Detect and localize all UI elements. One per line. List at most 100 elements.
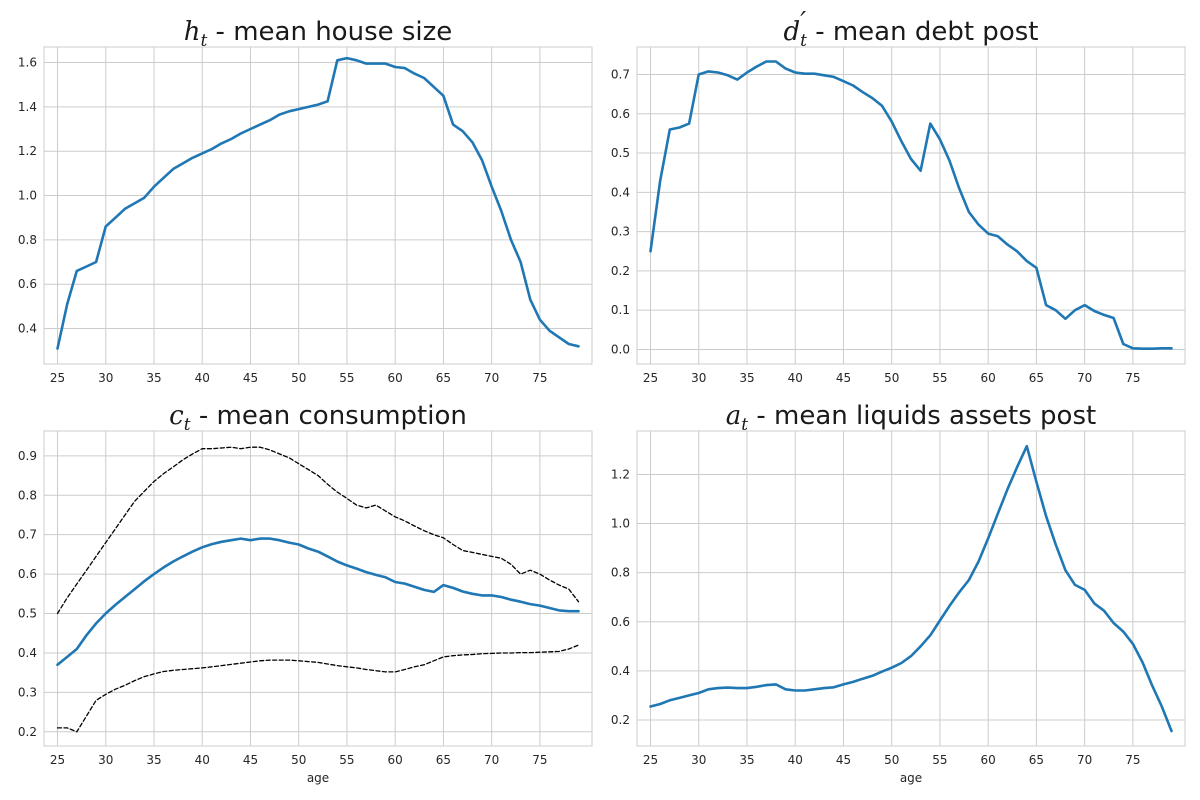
x-tick-label: 45	[836, 753, 851, 767]
y-tick-label: 0.8	[611, 566, 630, 580]
y-tick-label: 1.0	[611, 517, 630, 531]
title-text: - mean house size	[207, 17, 452, 47]
title-liquid-assets: at - mean liquids assets post	[726, 401, 1096, 435]
x-tick-label: 25	[50, 753, 65, 767]
x-tick-label: 75	[532, 753, 547, 767]
series-line-dashed	[56, 644, 580, 733]
y-tick-label: 1.6	[18, 56, 37, 70]
y-tick-label: 0.7	[18, 528, 37, 542]
panel-debt-post: d′ t - mean debt post 25 30 35 40 45 50 55 60 65 7…	[611, 7, 1186, 385]
x-tick-label: 40	[788, 371, 803, 385]
title-consumption: ct - mean consumption	[169, 401, 467, 435]
y-tick-label: 0.2	[611, 264, 630, 278]
x-tick-label: 25	[643, 371, 658, 385]
y-tick-label: 0.2	[611, 713, 630, 727]
y-tick-label: 0.5	[18, 607, 37, 621]
title-text: - mean liquids assets post	[748, 401, 1096, 431]
grid	[636, 430, 1186, 747]
x-tick-label: 60	[981, 371, 996, 385]
x-tick-label: 55	[932, 753, 947, 767]
y-tick-label: 0.4	[18, 646, 37, 660]
y-tick-label: 0.5	[611, 146, 630, 160]
y-tick-label: 0.2	[18, 725, 37, 739]
x-tick-label: 75	[532, 371, 547, 385]
plot-frame	[636, 46, 1186, 365]
series-line	[56, 537, 580, 667]
title-text: - mean consumption	[191, 401, 467, 431]
x-tick-label: 35	[739, 371, 754, 385]
y-tick-label: 1.2	[611, 467, 630, 481]
x-tick-label: 30	[98, 753, 113, 767]
x-tick-label: 50	[291, 753, 306, 767]
x-tick-label: 35	[146, 371, 161, 385]
title-symbol: h	[184, 17, 201, 47]
y-tick-label: 0.6	[611, 615, 630, 629]
x-tick-label: 45	[836, 371, 851, 385]
y-tick-label: 0.6	[18, 567, 37, 581]
x-tick-label: 35	[739, 753, 754, 767]
y-tick-label: 0.0	[611, 342, 630, 356]
x-tick-label: 65	[436, 753, 451, 767]
series-line-dashed	[56, 446, 580, 615]
x-tick-label: 70	[1077, 753, 1092, 767]
x-tick-label: 55	[339, 753, 354, 767]
title-house-size: ht - mean house size	[184, 17, 453, 51]
panel-liquid-assets: at - mean liquids assets post age 25 30 35…	[611, 401, 1186, 785]
y-tick-label: 0.8	[18, 233, 37, 247]
x-tick-label: 45	[243, 753, 258, 767]
x-tick-label: 65	[1029, 753, 1044, 767]
y-tick-label: 0.4	[611, 664, 630, 678]
y-tick-label: 0.1	[611, 303, 630, 317]
x-tick-label: 55	[339, 371, 354, 385]
x-tick-label: 70	[1077, 371, 1092, 385]
title-prime: ′	[800, 7, 806, 37]
title-symbol: d	[784, 17, 801, 47]
y-tick-label: 0.3	[611, 225, 630, 239]
x-tick-label: 65	[1029, 371, 1044, 385]
title-subscript: t	[741, 415, 748, 435]
x-tick-label: 35	[146, 753, 161, 767]
y-tick-label: 0.8	[18, 488, 37, 502]
y-tick-label: 1.2	[18, 144, 37, 158]
x-tick-label: 25	[643, 753, 658, 767]
grid	[636, 46, 1186, 365]
x-tick-label: 55	[932, 371, 947, 385]
y-tick-label: 0.4	[611, 185, 630, 199]
x-tick-label: 40	[788, 753, 803, 767]
x-axis-label: age	[307, 771, 329, 785]
title-symbol: c	[169, 401, 184, 431]
x-tick-label: 50	[884, 753, 899, 767]
title-subscript: t	[184, 415, 191, 435]
grid	[43, 46, 593, 365]
x-tick-label: 65	[436, 371, 451, 385]
x-tick-label: 70	[484, 753, 499, 767]
y-tick-label: 1.0	[18, 189, 37, 203]
x-tick-label: 45	[243, 371, 258, 385]
title-subscript: t	[200, 31, 207, 51]
x-tick-label: 70	[484, 371, 499, 385]
title-symbol: a	[726, 401, 742, 431]
panel-consumption: ct - mean consumption age 25 30 35 40 45 50 55…	[18, 401, 593, 785]
plot-frame	[636, 430, 1186, 747]
x-tick-label: 75	[1125, 753, 1140, 767]
y-tick-label: 1.4	[18, 100, 37, 114]
x-tick-label: 40	[195, 371, 210, 385]
y-tick-label: 0.4	[18, 322, 37, 336]
x-tick-label: 30	[98, 371, 113, 385]
plot-frame	[43, 46, 593, 365]
x-tick-label: 30	[691, 753, 706, 767]
x-tick-label: 50	[884, 371, 899, 385]
plot-frame	[43, 430, 593, 747]
series-line	[56, 56, 580, 350]
x-tick-label: 60	[388, 371, 403, 385]
x-tick-label: 60	[981, 753, 996, 767]
panel-house-size: ht - mean house size 25 30 35 40 45 50 55 60 65 7…	[18, 17, 593, 385]
x-tick-label: 25	[50, 371, 65, 385]
title-debt-post: d′ t - mean debt post	[784, 7, 1039, 51]
y-tick-label: 0.6	[611, 107, 630, 121]
x-tick-label: 40	[195, 753, 210, 767]
title-text: - mean debt post	[807, 17, 1039, 47]
x-tick-label: 60	[388, 753, 403, 767]
y-tick-label: 0.9	[18, 449, 37, 463]
